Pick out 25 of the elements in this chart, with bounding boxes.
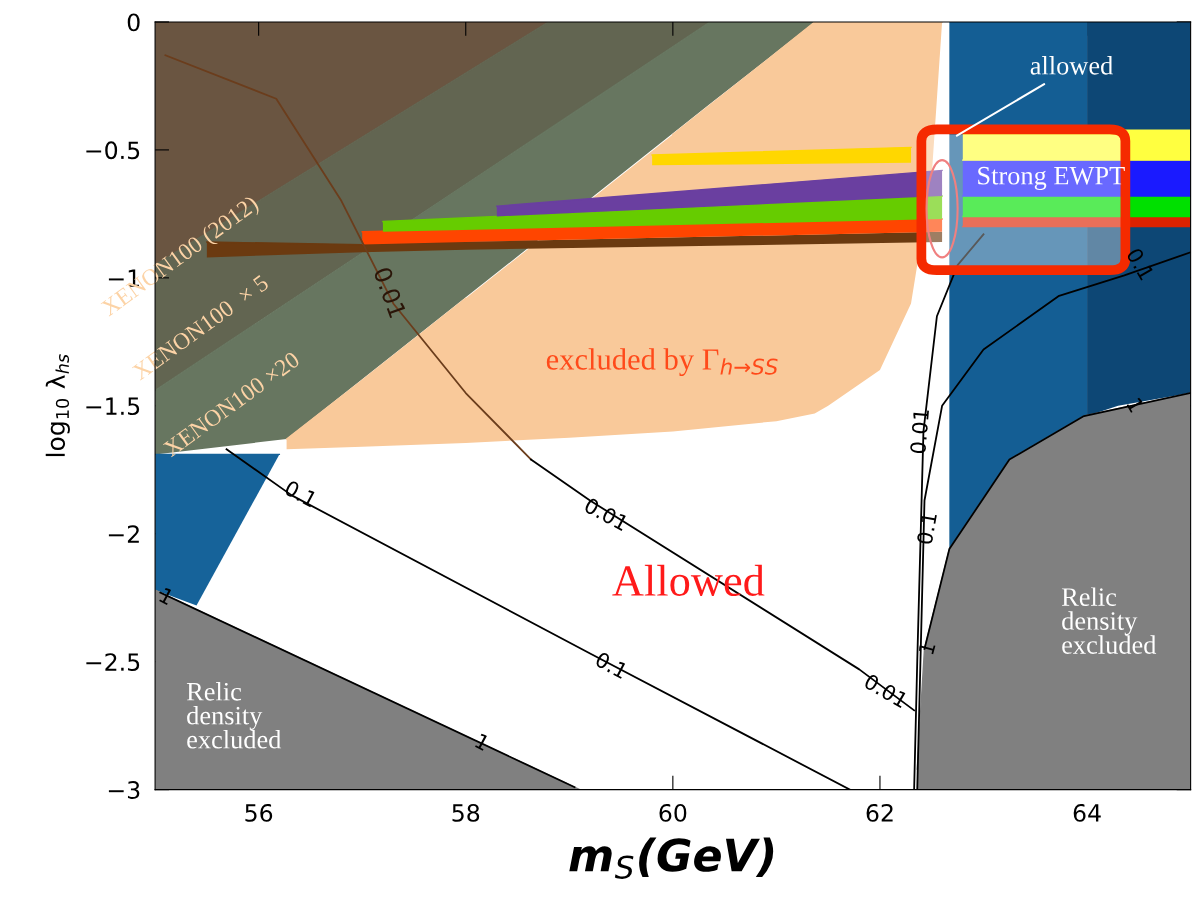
x-axis-title: m$_{S}$(GeV) <box>569 837 774 879</box>
y-tick-label: −2 <box>108 525 139 543</box>
annotation: 0.01 <box>373 266 407 319</box>
x-tick-label: 64 <box>1073 803 1101 822</box>
annotation: Relic density excluded <box>1061 587 1157 654</box>
annotation: excluded by Γ$_{h→SS}$ <box>546 348 778 377</box>
y-tick-label: −0.5 <box>86 141 140 160</box>
y-tick-label: −2.5 <box>86 653 140 671</box>
annotation: 1 <box>474 733 490 751</box>
y-tick-label: 0 <box>127 13 140 32</box>
x-tick-label: 58 <box>452 803 480 822</box>
annotation: allowed <box>1030 56 1113 75</box>
annotation: 0.01 <box>909 409 930 454</box>
annotation: 0.01 <box>583 497 629 532</box>
y-tick-label: −3 <box>108 781 140 799</box>
annotation: 0.01 <box>863 673 909 709</box>
y-axis-title: log$_{10}$ λ$_{hs}$ <box>45 354 70 457</box>
x-tick-label: 56 <box>245 803 273 822</box>
annotation: 1 <box>158 587 175 606</box>
y-tick-label: −1.5 <box>86 397 140 416</box>
annotation: 0.1 <box>1126 247 1155 281</box>
annotation: 0.1 <box>594 651 629 680</box>
x-tick-label: 60 <box>659 803 687 822</box>
annotation: Relic density excluded <box>186 682 282 749</box>
x-tick-label: 62 <box>866 803 893 822</box>
